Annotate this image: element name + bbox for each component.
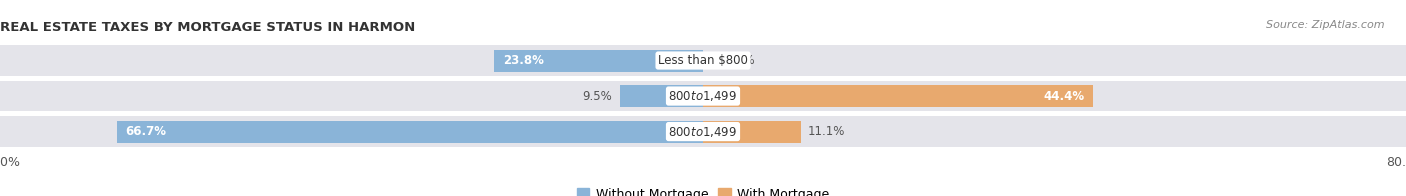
Text: $800 to $1,499: $800 to $1,499 <box>668 89 738 103</box>
Text: 9.5%: 9.5% <box>582 90 613 103</box>
Text: Less than $800: Less than $800 <box>658 54 748 67</box>
Bar <box>494 50 703 72</box>
Text: $800 to $1,499: $800 to $1,499 <box>668 125 738 139</box>
Bar <box>620 85 703 107</box>
Bar <box>0 116 1406 147</box>
Bar <box>0 45 1406 76</box>
Text: REAL ESTATE TAXES BY MORTGAGE STATUS IN HARMON: REAL ESTATE TAXES BY MORTGAGE STATUS IN … <box>0 21 415 34</box>
Text: 23.8%: 23.8% <box>503 54 544 67</box>
Bar <box>703 121 800 142</box>
Text: 11.1%: 11.1% <box>807 125 845 138</box>
Text: 0.0%: 0.0% <box>725 54 755 67</box>
Text: 66.7%: 66.7% <box>125 125 167 138</box>
Legend: Without Mortgage, With Mortgage: Without Mortgage, With Mortgage <box>572 183 834 196</box>
Bar <box>703 85 1094 107</box>
Text: Source: ZipAtlas.com: Source: ZipAtlas.com <box>1267 20 1385 30</box>
Bar <box>0 81 1406 111</box>
Bar <box>117 121 703 142</box>
Text: 44.4%: 44.4% <box>1043 90 1084 103</box>
